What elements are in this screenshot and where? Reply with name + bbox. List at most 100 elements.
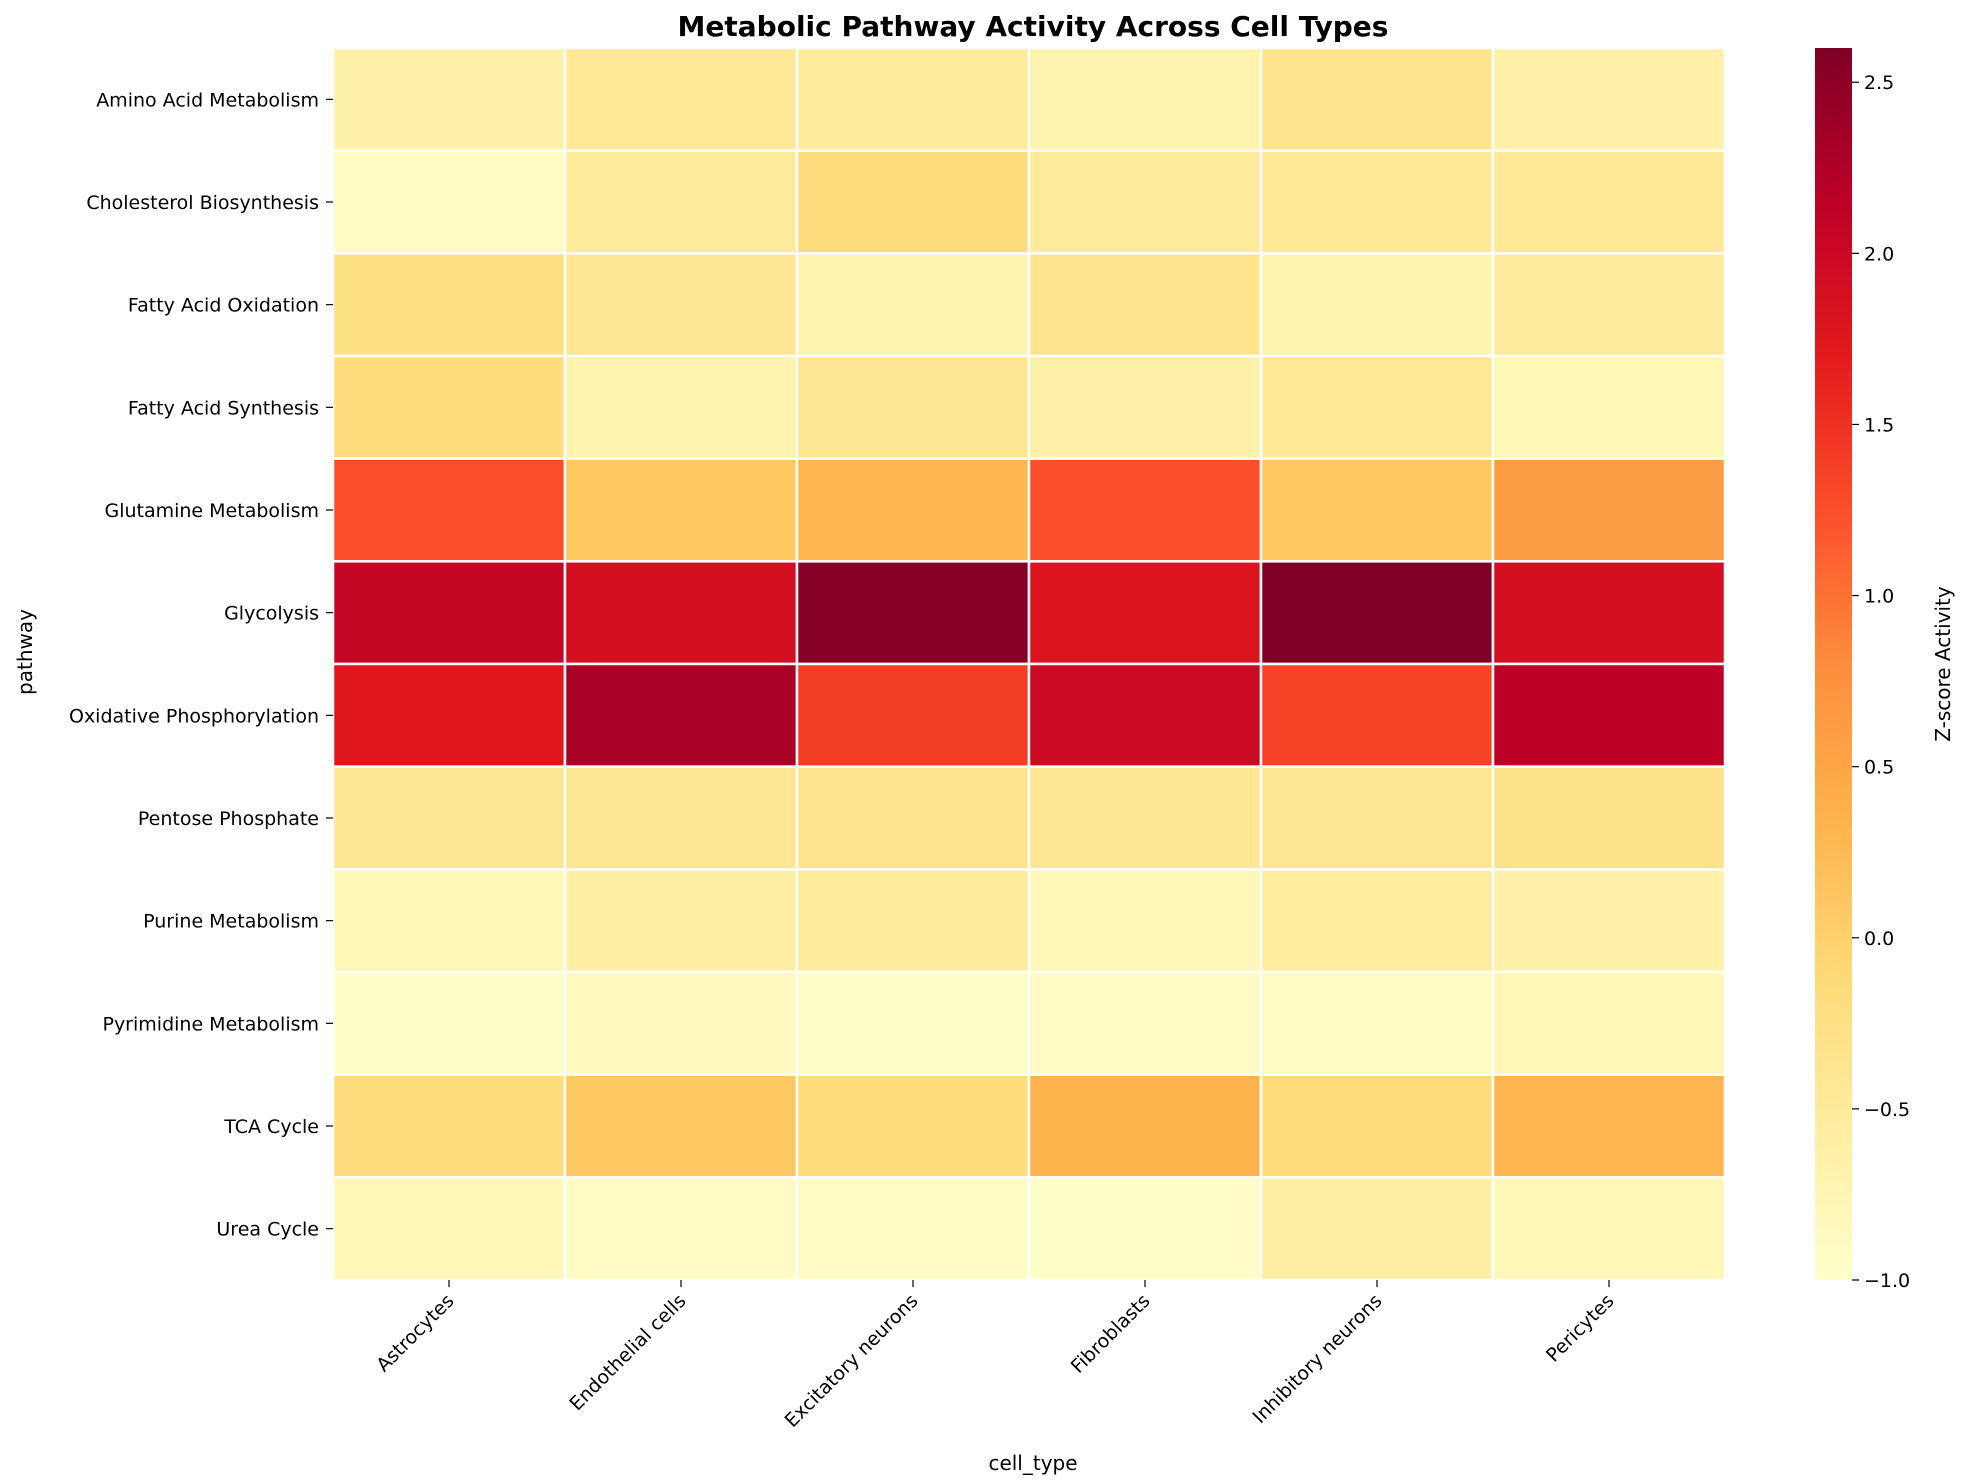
y-tick-label-purine-metabolism: Purine Metabolism	[143, 911, 319, 933]
heatmap-cell-purine-metabolism-inhibitory-neurons	[1259, 868, 1495, 974]
y-tick-label-cholesterol-biosynthesis: Cholesterol Biosynthesis	[86, 192, 319, 214]
colorbar-tick-label: 0.5	[1864, 757, 1894, 779]
heatmap-cell-glycolysis-astrocytes	[331, 560, 567, 666]
y-tick-label-fatty-acid-oxidation: Fatty Acid Oxidation	[128, 295, 319, 317]
heatmap-cell-tca-cycle-endothelial-cells	[563, 1073, 799, 1179]
heatmap-cell-glutamine-metabolism-excitatory-neurons	[795, 457, 1031, 563]
heatmap-cell-purine-metabolism-pericytes	[1491, 868, 1727, 974]
y-tick-label-urea-cycle: Urea Cycle	[216, 1219, 319, 1241]
heatmap-cell-urea-cycle-astrocytes	[331, 1176, 567, 1282]
x-tick-label-inhibitory-neurons: Inhibitory neurons	[1248, 1290, 1386, 1428]
heatmap-cell-pyrimidine-metabolism-excitatory-neurons	[795, 970, 1031, 1076]
heatmap-cell-fatty-acid-oxidation-endothelial-cells	[563, 252, 799, 358]
heatmap-cell-pentose-phosphate-endothelial-cells	[563, 765, 799, 871]
heatmap-cell-tca-cycle-excitatory-neurons	[795, 1073, 1031, 1179]
heatmap-cell-tca-cycle-inhibitory-neurons	[1259, 1073, 1495, 1179]
heatmap-cell-fatty-acid-synthesis-excitatory-neurons	[795, 354, 1031, 460]
x-tick-label-astrocytes: Astrocytes	[372, 1290, 458, 1376]
y-tick-label-glutamine-metabolism: Glutamine Metabolism	[104, 500, 319, 522]
heatmap-cell-pyrimidine-metabolism-pericytes	[1491, 970, 1727, 1076]
heatmap-cell-cholesterol-biosynthesis-inhibitory-neurons	[1259, 149, 1495, 255]
heatmap-cell-amino-acid-metabolism-inhibitory-neurons	[1259, 46, 1495, 152]
heatmap-cell-oxidative-phosphorylation-fibroblasts	[1027, 662, 1263, 768]
colorbar-tick-label: 2.0	[1864, 243, 1894, 265]
y-tick-label-glycolysis: Glycolysis	[224, 603, 319, 625]
heatmap-cell-urea-cycle-fibroblasts	[1027, 1176, 1263, 1282]
heatmap-cell-cholesterol-biosynthesis-pericytes	[1491, 149, 1727, 255]
y-tick-label-fatty-acid-synthesis: Fatty Acid Synthesis	[128, 397, 319, 419]
colorbar-ticks: −1.0 −0.5 0.0 0.5 1.0 1.5 2.0 2.5	[1852, 72, 1910, 1292]
heatmap-cell-oxidative-phosphorylation-astrocytes	[331, 662, 567, 768]
heatmap-cell-cholesterol-biosynthesis-endothelial-cells	[563, 149, 799, 255]
heatmap-cell-pentose-phosphate-excitatory-neurons	[795, 765, 1031, 871]
y-tick-label-amino-acid-metabolism: Amino Acid Metabolism	[96, 89, 319, 111]
heatmap-cell-fatty-acid-synthesis-endothelial-cells	[563, 354, 799, 460]
colorbar-tick-label: 2.5	[1864, 72, 1894, 94]
heatmap-cell-pentose-phosphate-astrocytes	[331, 765, 567, 871]
colorbar-tick-label: −0.5	[1864, 1099, 1910, 1121]
colorbar-label: Z-score Activity	[1931, 586, 1955, 742]
colorbar-tick-label: 1.0	[1864, 586, 1894, 608]
heatmap-cell-fatty-acid-synthesis-fibroblasts	[1027, 354, 1263, 460]
heatmap-cell-tca-cycle-astrocytes	[331, 1073, 567, 1179]
heatmap-cell-glutamine-metabolism-pericytes	[1491, 457, 1727, 563]
colorbar-tick-label: 0.0	[1864, 928, 1894, 950]
heatmap-cell-urea-cycle-endothelial-cells	[563, 1176, 799, 1282]
colorbar-tick-label: −1.0	[1864, 1270, 1910, 1292]
heatmap-cell-pyrimidine-metabolism-endothelial-cells	[563, 970, 799, 1076]
heatmap-cell-pyrimidine-metabolism-astrocytes	[331, 970, 567, 1076]
colorbar	[1815, 48, 1852, 1280]
x-tick-label-excitatory-neurons: Excitatory neurons	[781, 1290, 923, 1432]
heatmap-cell-purine-metabolism-astrocytes	[331, 868, 567, 974]
heatmap-cell-urea-cycle-pericytes	[1491, 1176, 1727, 1282]
heatmap-cell-amino-acid-metabolism-pericytes	[1491, 46, 1727, 152]
heatmap-cell-tca-cycle-pericytes	[1491, 1073, 1727, 1179]
y-axis-label: pathway	[13, 609, 37, 695]
heatmap-cell-cholesterol-biosynthesis-excitatory-neurons	[795, 149, 1031, 255]
heatmap-cell-oxidative-phosphorylation-pericytes	[1491, 662, 1727, 768]
y-tick-label-pentose-phosphate: Pentose Phosphate	[138, 808, 319, 830]
heatmap-cell-purine-metabolism-fibroblasts	[1027, 868, 1263, 974]
heatmap-cell-purine-metabolism-endothelial-cells	[563, 868, 799, 974]
heatmap-cell-fatty-acid-synthesis-inhibitory-neurons	[1259, 354, 1495, 460]
heatmap-cell-glutamine-metabolism-fibroblasts	[1027, 457, 1263, 563]
x-axis-label: cell_type	[988, 1451, 1077, 1475]
heatmap-cell-oxidative-phosphorylation-excitatory-neurons	[795, 662, 1031, 768]
heatmap-cell-oxidative-phosphorylation-inhibitory-neurons	[1259, 662, 1495, 768]
heatmap-cell-urea-cycle-excitatory-neurons	[795, 1176, 1031, 1282]
heatmap-cell-pyrimidine-metabolism-inhibitory-neurons	[1259, 970, 1495, 1076]
heatmap-cell-glutamine-metabolism-endothelial-cells	[563, 457, 799, 563]
chart-title: Metabolic Pathway Activity Across Cell T…	[678, 10, 1389, 43]
heatmap-cell-glycolysis-endothelial-cells	[563, 560, 799, 666]
heatmap-cell-fatty-acid-oxidation-fibroblasts	[1027, 252, 1263, 358]
y-tick-label-pyrimidine-metabolism: Pyrimidine Metabolism	[102, 1013, 319, 1035]
heatmap-cells	[331, 46, 1727, 1282]
heatmap-cell-fatty-acid-synthesis-pericytes	[1491, 354, 1727, 460]
heatmap-cell-oxidative-phosphorylation-endothelial-cells	[563, 662, 799, 768]
heatmap-cell-fatty-acid-oxidation-astrocytes	[331, 252, 567, 358]
heatmap-cell-pentose-phosphate-inhibitory-neurons	[1259, 765, 1495, 871]
x-tick-label-pericytes: Pericytes	[1542, 1290, 1619, 1367]
heatmap-cell-glycolysis-fibroblasts	[1027, 560, 1263, 666]
heatmap-cell-glycolysis-pericytes	[1491, 560, 1727, 666]
heatmap-cell-fatty-acid-oxidation-inhibitory-neurons	[1259, 252, 1495, 358]
colorbar-tick-label: 1.5	[1864, 414, 1894, 436]
y-tick-label-oxidative-phosphorylation: Oxidative Phosphorylation	[69, 705, 319, 727]
heatmap-cell-cholesterol-biosynthesis-fibroblasts	[1027, 149, 1263, 255]
heatmap-cell-cholesterol-biosynthesis-astrocytes	[331, 149, 567, 255]
heatmap-cell-fatty-acid-oxidation-pericytes	[1491, 252, 1727, 358]
heatmap-cell-pentose-phosphate-pericytes	[1491, 765, 1727, 871]
heatmap-cell-fatty-acid-synthesis-astrocytes	[331, 354, 567, 460]
heatmap-cell-purine-metabolism-excitatory-neurons	[795, 868, 1031, 974]
x-tick-label-fibroblasts: Fibroblasts	[1067, 1290, 1155, 1378]
heatmap-cell-urea-cycle-inhibitory-neurons	[1259, 1176, 1495, 1282]
heatmap-cell-tca-cycle-fibroblasts	[1027, 1073, 1263, 1179]
y-tick-label-tca-cycle: TCA Cycle	[223, 1116, 319, 1138]
heatmap-cell-amino-acid-metabolism-endothelial-cells	[563, 46, 799, 152]
heatmap-cell-fatty-acid-oxidation-excitatory-neurons	[795, 252, 1031, 358]
heatmap-cell-glutamine-metabolism-inhibitory-neurons	[1259, 457, 1495, 563]
heatmap-cell-amino-acid-metabolism-fibroblasts	[1027, 46, 1263, 152]
heatmap-cell-amino-acid-metabolism-astrocytes	[331, 46, 567, 152]
